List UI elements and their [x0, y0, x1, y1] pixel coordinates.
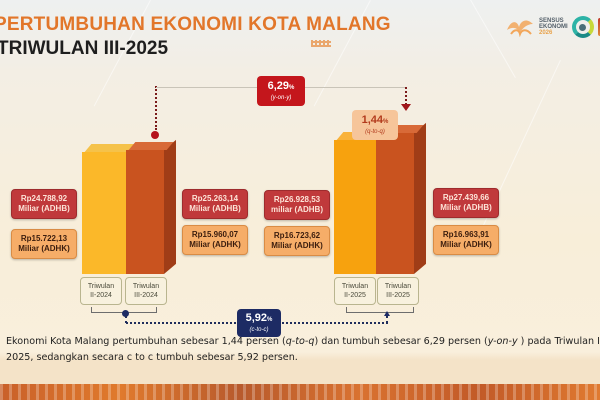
caption-text: ) dan tumbuh sebesar 6,29 persen ( — [314, 336, 488, 347]
q2-2024-adhk-box: Rp15.722,13 Miliar (ADHK) — [11, 229, 77, 259]
q3-2025-adhk-unit: Miliar (ADHK) — [440, 240, 492, 249]
q-label-line1: Triwulan — [132, 283, 160, 290]
qtq-label: (q-to-q) — [365, 129, 385, 135]
caption-line1: Ekonomi Kota Malang pertumbuhan sebesar … — [6, 334, 600, 350]
sensus-ekonomi-logo-text: SENSUS EKONOMI 2026 — [539, 18, 568, 36]
ctc-connector-left — [125, 316, 127, 323]
yoy-start-dot — [151, 131, 159, 139]
ctc-label: (c-to-c) — [249, 327, 269, 333]
q-label-line2: II-2024 — [90, 292, 112, 299]
logo-text-line2: EKONOMI — [539, 24, 568, 30]
logo-text-line1: SENSUS — [539, 18, 564, 24]
q3-2024-adhk-unit: Miliar (ADHK) — [189, 240, 241, 249]
page-title: PERTUMBUHAN EKONOMI KOTA MALANG — [0, 14, 391, 35]
yoy-value: 6,29 — [267, 80, 290, 92]
logo-text-year: 2026 — [539, 30, 553, 36]
q3-2025-adhb-value: Rp27.439,66 — [442, 193, 490, 202]
q2-2024-adhk-value: Rp15.722,13 — [20, 234, 68, 243]
q-label-line1: Triwulan — [341, 283, 369, 290]
q2-2024-adhk-unit: Miliar (ADHK) — [18, 244, 70, 253]
bps-circle-logo-icon — [571, 16, 594, 38]
ctc-unit: % — [267, 317, 273, 323]
ctc-connector-right — [386, 316, 388, 323]
q-label-line1: Triwulan — [87, 283, 115, 290]
sensus-flower-logo-icon — [505, 16, 535, 38]
partner-logo-icon — [597, 18, 600, 36]
q3-2024-adhb-unit: Miliar (ADHB) — [189, 204, 241, 213]
yoy-arrow-icon — [401, 104, 411, 111]
checker-decoration — [311, 40, 331, 47]
bar-q3-2025 — [376, 122, 426, 274]
ctc-growth-badge: 5,92% (c-to-c) — [237, 309, 281, 337]
q3-2024-adhb-value: Rp25.263,14 — [191, 194, 239, 203]
q-label-line2: II-2025 — [344, 292, 366, 299]
q-label-line1: Triwulan — [384, 283, 412, 290]
bar-q2-2025 — [334, 132, 388, 274]
q3-2025-adhb-box: Rp27.439,66 Miliar (ADHB) — [433, 188, 499, 218]
logo-area: SENSUS EKONOMI 2026 — [505, 12, 600, 42]
q2-2025-adhb-unit: miliar (ADHB) — [270, 205, 323, 214]
q2-2025-adhk-value: Rp16.723,62 — [273, 231, 321, 240]
q2-2024-adhb-unit: Miliar (ADHB) — [18, 204, 70, 213]
q-label-line2: III-2025 — [386, 292, 410, 299]
q3-2024-adhk-value: Rp15.960,07 — [191, 230, 239, 239]
q2-2024-adhb-box: Rp24.788,92 Miliar (ADHB) — [11, 189, 77, 219]
caption-text: Ekonomi Kota Malang pertumbuhan sebesar … — [6, 336, 286, 347]
caption-text: ) pada Triwulan III- — [517, 336, 600, 347]
q2-2025-adhb-box: Rp26.928,53 miliar (ADHB) — [264, 190, 330, 220]
q3-2024-adhk-box: Rp15.960,07 Miliar (ADHK) — [182, 225, 248, 255]
bar-q3-2024 — [126, 139, 176, 274]
caption-yoy: y-on-y — [487, 336, 518, 347]
q3-2025-label: Triwulan III-2025 — [377, 277, 419, 305]
yoy-connector-left — [155, 86, 157, 130]
q2-2024-adhb-value: Rp24.788,92 — [20, 194, 68, 203]
city-skyline-footer — [0, 384, 600, 400]
q2-2025-adhb-value: Rp26.928,53 — [273, 195, 321, 204]
summary-caption: Ekonomi Kota Malang pertumbuhan sebesar … — [6, 334, 600, 366]
caption-line2: 2025, sedangkan secara c to c tumbuh seb… — [6, 352, 298, 363]
yoy-connector-right — [405, 87, 407, 105]
q3-2025-adhk-box: Rp16.963,91 Miliar (ADHK) — [433, 225, 499, 255]
q3-2025-adhb-unit: Miliar (ADHB) — [440, 203, 492, 212]
qtq-growth-badge: 1,44% (q-to-q) — [352, 110, 398, 140]
q2-2025-adhk-unit: Miliar (ADHK) — [271, 241, 323, 250]
ctc-start-dot — [122, 310, 129, 317]
ctc-value: 5,92 — [245, 312, 268, 324]
q3-2024-adhb-box: Rp25.263,14 Miliar (ADHB) — [182, 189, 248, 219]
bracket-2025 — [346, 307, 414, 313]
yoy-unit: % — [289, 85, 295, 91]
q-label-line2: III-2024 — [134, 292, 158, 299]
ctc-arrow-icon — [384, 311, 390, 316]
qtq-value: 1,44 — [361, 114, 384, 126]
q2-2025-label: Triwulan II-2025 — [334, 277, 376, 305]
q3-2024-label: Triwulan III-2024 — [125, 277, 167, 305]
yoy-growth-badge: 6,29% (y-on-y) — [257, 76, 305, 106]
bar-q2-2024 — [82, 144, 136, 274]
q2-2024-label: Triwulan II-2024 — [80, 277, 122, 305]
q3-2025-adhk-value: Rp16.963,91 — [442, 230, 490, 239]
q2-2025-adhk-box: Rp16.723,62 Miliar (ADHK) — [264, 226, 330, 256]
qtq-unit: % — [383, 119, 389, 125]
yoy-label: (y-on-y) — [270, 95, 292, 101]
caption-qtq: q-to-q — [285, 336, 315, 347]
page-subtitle: TRIWULAN III-2025 — [0, 38, 169, 59]
